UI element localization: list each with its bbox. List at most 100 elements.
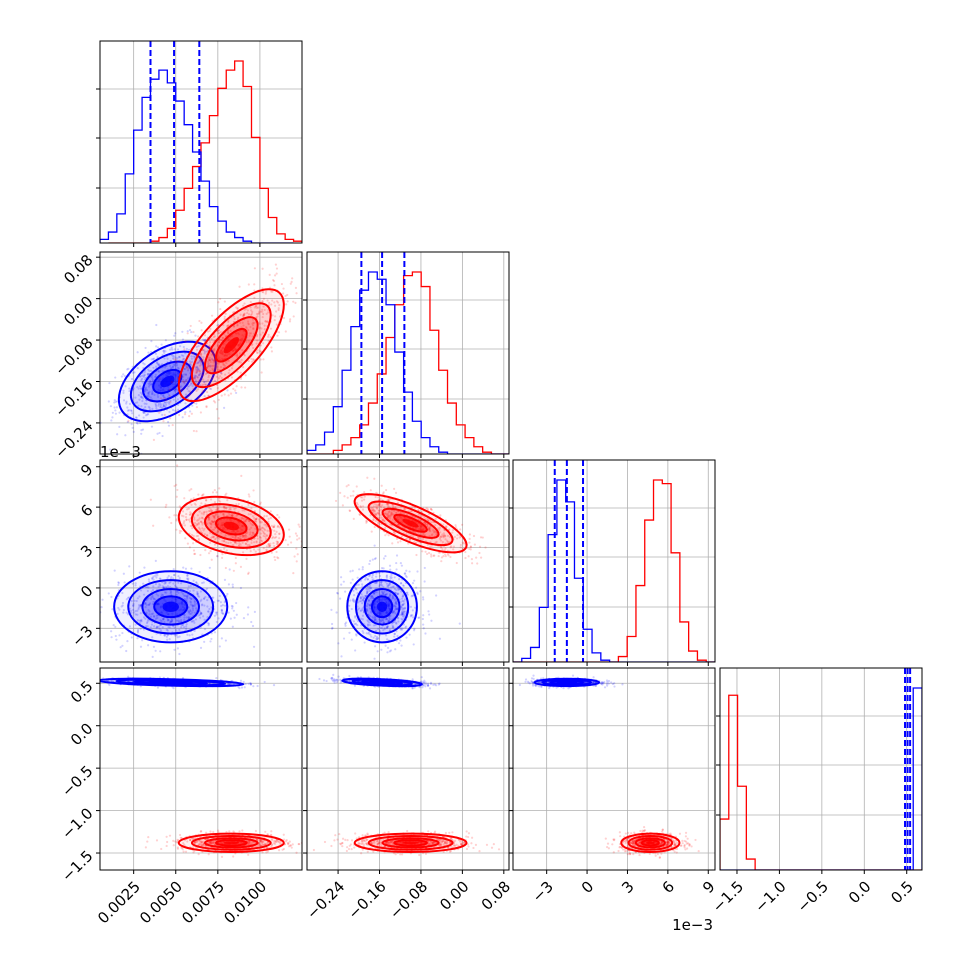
scatter-point — [154, 574, 157, 577]
scatter-point — [201, 603, 204, 606]
scatter-point — [195, 389, 198, 392]
scatter-point — [379, 619, 382, 622]
scatter-point — [367, 599, 370, 602]
scatter-point — [442, 532, 445, 535]
scatter-point — [282, 287, 285, 290]
scatter-point — [134, 396, 137, 399]
scatter-point — [448, 528, 451, 531]
scatter-point — [358, 513, 361, 516]
scatter-point — [398, 578, 401, 581]
scatter-point — [255, 305, 258, 308]
scatter-point — [416, 591, 419, 594]
scatter-point — [468, 537, 471, 540]
scatter-point — [175, 387, 178, 390]
scatter-point — [186, 574, 189, 577]
scatter-point — [176, 636, 179, 639]
scatter-point — [163, 634, 166, 637]
scatter-point — [389, 594, 392, 597]
scatter-point — [91, 627, 93, 629]
scatter-point — [216, 386, 219, 390]
scatter-point — [169, 592, 172, 595]
scatter-point — [263, 527, 266, 530]
scatter-point — [251, 531, 255, 534]
scatter-point — [273, 301, 276, 304]
scatter-point — [146, 586, 149, 589]
scatter-point — [162, 586, 165, 589]
scatter-point — [157, 364, 160, 367]
scatter-point — [379, 497, 382, 501]
scatter-point — [241, 516, 244, 520]
scatter-point — [212, 364, 215, 367]
scatter-point — [187, 348, 191, 351]
scatter-point — [360, 499, 364, 502]
scatter-point — [391, 594, 395, 597]
scatter-point — [212, 359, 216, 362]
scatter-point — [382, 506, 386, 509]
scatter-point — [255, 306, 258, 309]
scatter-point — [144, 617, 147, 620]
scatter-point — [209, 508, 212, 511]
scatter-point — [390, 511, 393, 514]
scatter-point — [223, 601, 226, 604]
scatter-point — [355, 618, 359, 621]
scatter-point — [193, 374, 197, 377]
scatter-point — [250, 507, 253, 510]
scatter-point — [151, 374, 154, 377]
scatter-point — [213, 379, 217, 383]
scatter-point — [207, 362, 210, 365]
scatter-point — [144, 624, 148, 628]
scatter-point — [184, 352, 187, 355]
scatter-point — [197, 360, 200, 363]
scatter-point — [277, 308, 280, 312]
scatter-point — [230, 515, 233, 518]
scatter-point — [224, 335, 227, 338]
scatter-point — [202, 581, 205, 584]
scatter-point — [272, 525, 275, 529]
scatter-point — [349, 581, 352, 585]
scatter-point — [233, 507, 236, 511]
scatter-point — [396, 593, 399, 596]
scatter-point — [385, 626, 388, 629]
scatter-point — [226, 389, 229, 392]
scatter-point — [225, 492, 228, 495]
scatter-point — [159, 619, 162, 622]
scatter-point — [383, 519, 386, 523]
scatter-point — [155, 576, 158, 579]
scatter-point — [241, 534, 244, 537]
scatter-point — [176, 366, 180, 369]
scatter-point — [377, 636, 380, 640]
scatter-point — [368, 621, 371, 624]
scatter-point — [168, 410, 171, 414]
scatter-point — [375, 491, 378, 494]
scatter-point — [154, 559, 157, 562]
scatter-point — [378, 503, 381, 506]
scatter-point — [203, 339, 206, 342]
scatter-point — [383, 512, 387, 515]
scatter-point — [298, 525, 301, 528]
scatter-point — [426, 552, 429, 556]
scatter-point — [136, 351, 139, 354]
scatter-point — [191, 385, 194, 388]
scatter-point — [206, 616, 209, 619]
scatter-point — [385, 532, 388, 535]
scatter-point — [203, 527, 206, 530]
scatter-point — [139, 685, 142, 688]
scatter-point — [196, 368, 199, 371]
scatter-point — [273, 274, 277, 277]
scatter-point — [304, 302, 306, 304]
scatter-point — [174, 634, 177, 637]
scatter-point — [242, 313, 245, 317]
scatter-point — [330, 622, 334, 626]
scatter-point — [228, 508, 231, 511]
scatter-point — [204, 503, 207, 506]
scatter-point — [389, 577, 392, 580]
scatter-point — [416, 570, 419, 573]
scatter-point — [190, 533, 194, 537]
scatter-point — [162, 403, 165, 406]
scatter-point — [188, 513, 191, 516]
scatter-point — [161, 434, 164, 438]
scatter-point — [276, 556, 279, 559]
scatter-point — [130, 636, 133, 639]
scatter-point — [441, 533, 444, 536]
scatter-point — [397, 642, 401, 645]
